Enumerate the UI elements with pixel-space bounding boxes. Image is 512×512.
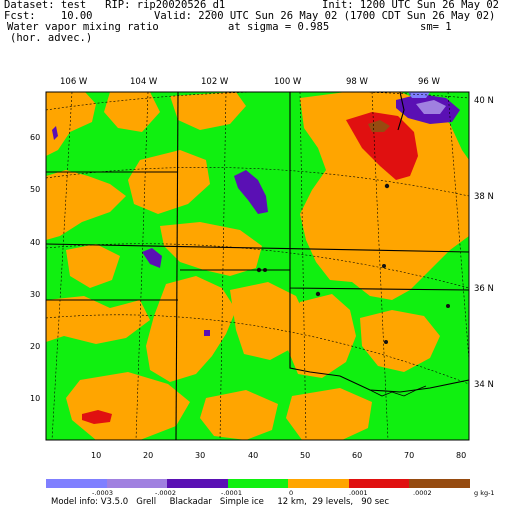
lat-label-36n: 36 N xyxy=(474,284,494,294)
init-time: Init: 1200 UTC Sun 26 May 02 xyxy=(322,0,500,11)
y-tick-50: 50 xyxy=(30,185,40,194)
legend-label-4: 0 xyxy=(289,489,294,497)
lon-label-98w: 98 W xyxy=(346,77,369,87)
x-tick-50: 50 xyxy=(300,451,310,460)
legend-units: g kg-1 xyxy=(474,489,495,497)
valid-time: Valid: 2200 UTC Sun 26 May 02 (1700 CDT … xyxy=(154,10,496,22)
x-tick-80: 80 xyxy=(456,451,466,460)
lon-label-104w: 104 W xyxy=(130,77,158,87)
legend-swatch xyxy=(409,479,471,488)
legend-swatch xyxy=(227,479,289,488)
x-tick-10: 10 xyxy=(91,451,101,460)
lon-label-102w: 102 W xyxy=(201,77,229,87)
y-tick-30: 30 xyxy=(30,290,40,299)
legend-label-1: -.0003 xyxy=(92,489,113,497)
y-tick-40: 40 xyxy=(30,238,40,247)
lon-label-106w: 106 W xyxy=(60,77,88,87)
river-boundary xyxy=(369,385,427,397)
legend-swatch xyxy=(288,479,350,488)
legend-swatch xyxy=(348,479,410,488)
state-boundaries xyxy=(46,92,469,440)
legend-swatch xyxy=(167,479,229,488)
strong-negative-core xyxy=(408,92,430,98)
lon-label-96w: 96 W xyxy=(418,77,441,87)
lat-label-38n: 38 N xyxy=(474,192,494,202)
y-tick-10: 10 xyxy=(30,394,40,403)
map-frame xyxy=(45,91,470,441)
weak-negative-core xyxy=(416,100,446,114)
legend-label-5: .0001 xyxy=(349,489,368,497)
y-tick-60: 60 xyxy=(30,133,40,142)
lat-label-34n: 34 N xyxy=(474,380,494,390)
legend-label-3: -.0001 xyxy=(221,489,242,497)
field-title: Water vapor mixing ratio xyxy=(7,21,159,33)
x-tick-20: 20 xyxy=(143,451,153,460)
x-tick-40: 40 xyxy=(248,451,258,460)
legend-label-2: -.0002 xyxy=(155,489,176,497)
legend-label-6: .0002 xyxy=(413,489,432,497)
model-info: Model info: V3.5.0 Grell Blackadar Simpl… xyxy=(51,497,390,507)
positive-advection-regions xyxy=(46,92,469,440)
x-tick-70: 70 xyxy=(404,451,414,460)
strong-positive-region xyxy=(346,112,418,180)
x-tick-60: 60 xyxy=(352,451,362,460)
forecast-hour: Fcst: 10.00 xyxy=(4,10,93,22)
dataset-label: Dataset: test RIP: rip20020526_d1 xyxy=(4,0,226,11)
field-subtitle: (hor. advec.) xyxy=(10,32,93,44)
strong-positive-region-sw xyxy=(82,410,112,424)
sigma-level: at sigma = 0.985 xyxy=(228,21,330,33)
legend-swatch xyxy=(46,479,108,488)
y-tick-20: 20 xyxy=(30,342,40,351)
lat-label-40n: 40 N xyxy=(474,96,494,106)
legend-swatch xyxy=(106,479,168,488)
smoothing-label: sm= 1 xyxy=(420,21,452,33)
lon-label-100w: 100 W xyxy=(274,77,302,87)
x-tick-30: 30 xyxy=(195,451,205,460)
